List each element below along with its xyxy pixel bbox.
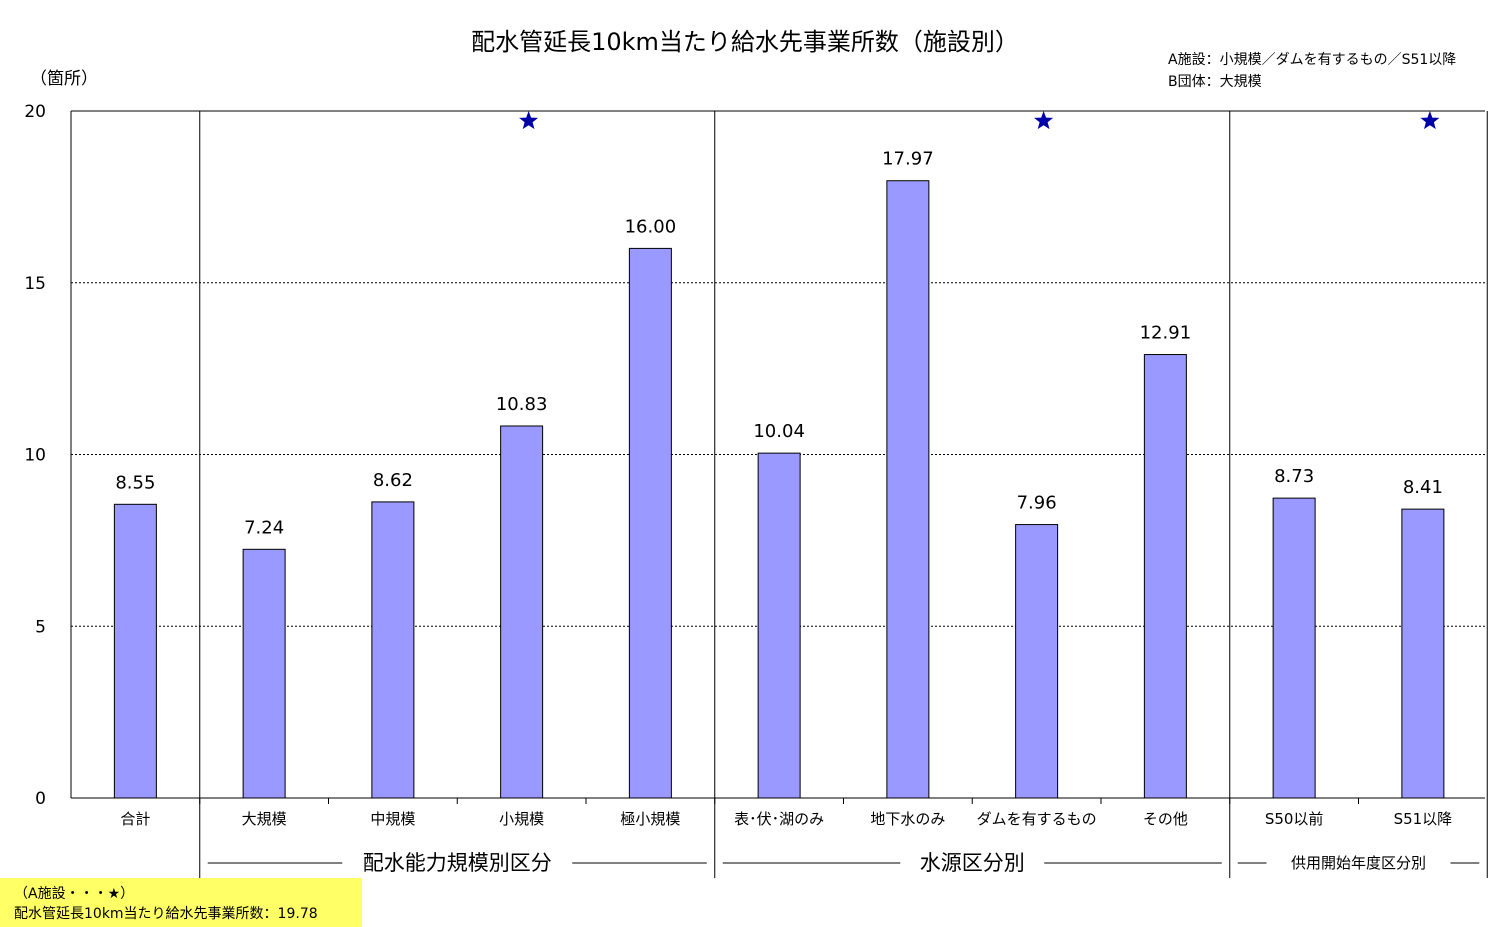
value-label: 12.91 [1140,323,1192,344]
value-label: 8.73 [1274,466,1314,487]
value-label: 17.97 [882,149,934,170]
note-line-1: （A施設・・・★） [14,886,135,902]
bar [1143,354,1187,799]
category-label: ダムを有するもの [977,810,1097,828]
category-label: 合計 [120,810,150,828]
group-label: 供用開始年度区分別 [1291,854,1426,872]
y-tick-label: 15 [24,274,46,294]
bar [886,180,930,799]
value-label: 7.24 [244,517,284,538]
star-marker [1420,111,1440,130]
y-tick-label: 20 [24,102,46,122]
axes: 0 5 10 15 20 [24,102,1485,809]
star-marker [1034,111,1054,130]
category-label: 地下水のみ [870,810,945,828]
category-label: S51以降 [1394,810,1453,828]
category-label: 小規模 [499,810,544,828]
chart-title: 配水管延長10km当たり給水先事業所数（施設別） [471,28,1019,56]
category-label: 大規模 [242,810,287,828]
value-label: 8.55 [115,472,155,493]
star-markers [519,111,1440,130]
category-label: 極小規模 [620,810,680,828]
bar [1272,497,1316,799]
group-label: 配水能力規模別区分 [363,851,552,875]
value-label: 16.00 [625,216,677,237]
value-label: 10.04 [753,421,805,442]
y-tick-label: 10 [24,446,46,466]
legend-line-1: A施設：小規模／ダムを有するもの／S51以降 [1168,52,1456,68]
star-marker [519,111,539,130]
bars [113,180,1445,799]
value-label: 8.41 [1403,477,1443,498]
category-label: その他 [1143,810,1188,828]
note-line-2: 配水管延長10km当たり給水先事業所数：19.78 [14,906,318,922]
bar [628,247,672,799]
bar [113,503,157,799]
category-labels: 合計 大規模 中規模 小規模 極小規模 表･伏･湖のみ 地下水のみ ダムを有するもの その他 S5… [120,810,1452,828]
bar [757,452,801,799]
note-box: （A施設・・・★） 配水管延長10km当たり給水先事業所数：19.78 [0,878,362,927]
bar [500,425,544,799]
category-label: 中規模 [370,810,415,828]
category-label: S50以前 [1265,810,1324,828]
y-axis-unit: （箇所） [30,69,98,89]
bar-chart: 配水管延長10km当たり給水先事業所数（施設別） A施設：小規模／ダムを有するも… [24,28,1488,878]
bar [242,548,286,799]
y-tick-label: 5 [35,617,46,637]
group-labels: 配水能力規模別区分 水源区分別 供用開始年度区分別 [207,851,1480,875]
bar [371,501,415,799]
bar [1401,508,1445,799]
value-label: 7.96 [1017,493,1057,514]
value-label: 8.62 [373,470,413,491]
value-label: 10.83 [496,394,548,415]
y-tick-label: 0 [35,789,46,809]
value-labels: 8.55 7.24 8.62 10.83 16.00 10.04 17.97 7.96 12.9… [115,149,1443,539]
category-label: 表･伏･湖のみ [734,810,824,828]
bar [1015,524,1059,799]
group-label: 水源区分別 [920,851,1025,875]
group-separators [199,111,1488,878]
legend-line-2: B団体：大規模 [1168,74,1262,90]
